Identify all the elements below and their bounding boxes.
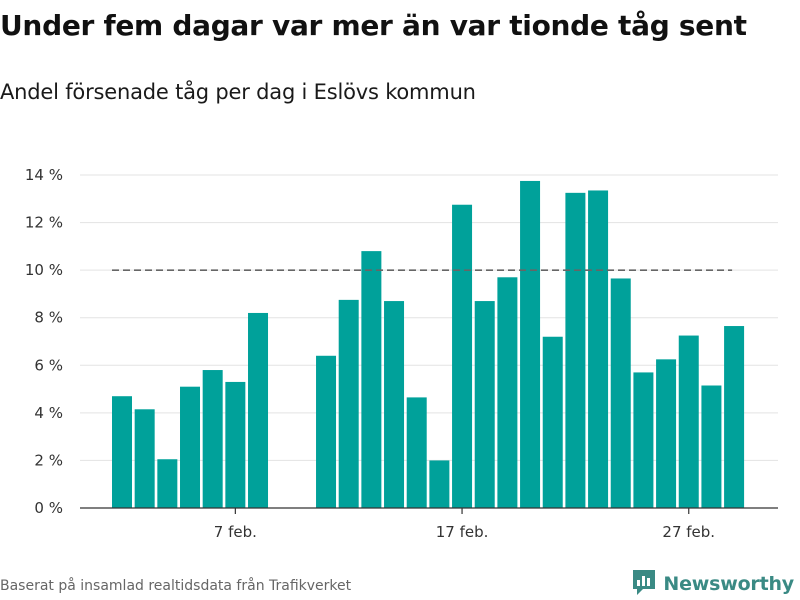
bar: [338, 299, 359, 508]
bar: [588, 190, 609, 509]
chart-subtitle: Andel försenade tåg per dag i Eslövs kom…: [0, 80, 476, 104]
bar: [497, 277, 518, 508]
y-axis-labels: 0 % 2 % 4 % 6 % 8 % 10 % 12 % 14 %: [25, 166, 63, 517]
x-tick-label: 27 feb.: [662, 523, 715, 541]
bar: [724, 326, 745, 508]
bar: [474, 301, 495, 508]
bar: [157, 459, 178, 508]
bar: [610, 278, 631, 508]
x-tick-label: 7 feb.: [214, 523, 257, 541]
bar: [542, 336, 563, 508]
y-tick-label: 12 %: [25, 214, 63, 232]
x-axis: [80, 507, 778, 514]
bar: [406, 397, 427, 508]
bar: [361, 251, 382, 508]
x-tick-label: 17 feb.: [436, 523, 489, 541]
y-tick-label: 0 %: [34, 499, 63, 517]
bar: [520, 180, 541, 509]
source-note: Baserat på insamlad realtidsdata från Tr…: [0, 578, 352, 594]
y-tick-label: 14 %: [25, 166, 63, 184]
bar: [656, 359, 677, 508]
bar: [180, 386, 201, 508]
y-tick-label: 2 %: [34, 451, 63, 469]
y-tick-label: 4 %: [34, 404, 63, 422]
bar: [134, 409, 155, 508]
chart-title: Under fem dagar var mer än var tionde tå…: [0, 9, 747, 42]
brand-name: Newsworthy: [663, 573, 794, 595]
bar: [701, 385, 722, 508]
bar: [248, 312, 269, 508]
bar: [429, 460, 450, 508]
bar: [202, 370, 223, 508]
y-tick-label: 6 %: [34, 356, 63, 374]
brand-logo[interactable]: Newsworthy: [631, 568, 794, 600]
y-tick-label: 8 %: [34, 309, 63, 327]
bars: [112, 180, 745, 509]
bar: [678, 335, 699, 508]
bar: [112, 396, 132, 508]
bar: [316, 355, 337, 508]
bar: [225, 381, 246, 508]
bar: [452, 204, 473, 508]
y-tick-label: 10 %: [25, 261, 63, 279]
bar: [565, 192, 586, 508]
x-axis-labels: 7 feb. 17 feb. 27 feb.: [214, 523, 715, 541]
newsworthy-logo-icon: [631, 568, 657, 600]
bar: [384, 301, 405, 508]
bar: [633, 372, 654, 508]
